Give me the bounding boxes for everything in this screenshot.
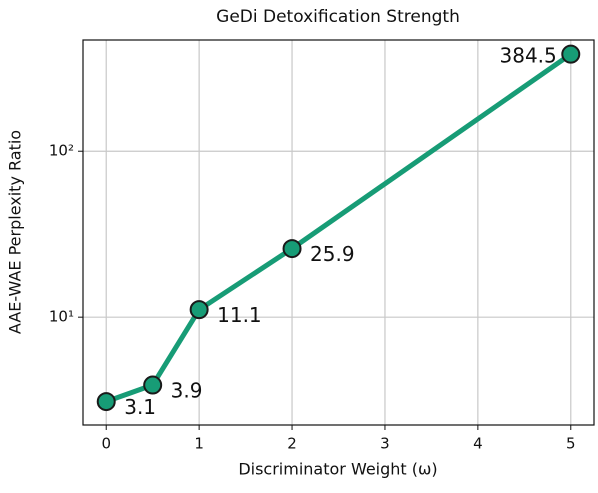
x-tick-label: 0	[101, 435, 111, 453]
y-tick-label: 10¹	[49, 308, 74, 326]
x-tick-label: 4	[473, 435, 483, 453]
y-tick-label: 10²	[49, 142, 74, 160]
data-label: 25.9	[310, 242, 355, 266]
chart-title: GeDi Detoxification Strength	[216, 7, 460, 27]
x-tick-label: 1	[194, 435, 204, 453]
data-point	[143, 375, 163, 395]
x-tick-label: 5	[566, 435, 576, 453]
x-tick-label: 2	[287, 435, 297, 453]
x-axis-label: Discriminator Weight (ω)	[238, 460, 437, 479]
data-point	[96, 392, 116, 412]
data-label: 3.9	[171, 379, 203, 403]
data-label: 3.1	[124, 395, 156, 419]
data-line	[105, 52, 573, 404]
y-axis-label: AAE-WAE Perplexity Ratio	[6, 130, 25, 334]
data-point	[282, 239, 302, 259]
data-label: 384.5	[500, 44, 557, 68]
data-label: 11.1	[217, 303, 262, 327]
data-point	[189, 300, 209, 320]
x-tick-label: 3	[380, 435, 390, 453]
data-point	[561, 44, 581, 64]
plot-frame	[82, 39, 595, 426]
